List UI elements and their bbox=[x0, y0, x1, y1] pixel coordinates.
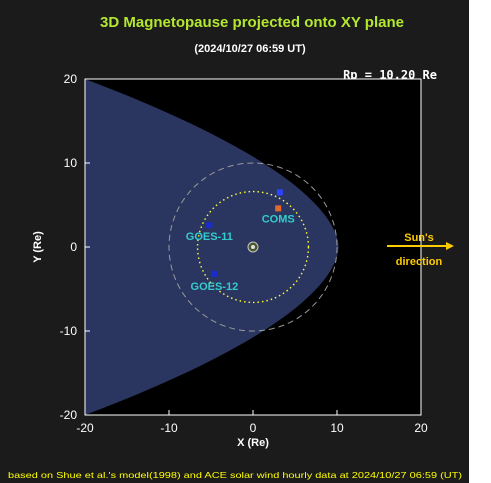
sun-direction-line2: direction bbox=[396, 256, 443, 268]
satellite-marker-goes-12 bbox=[211, 270, 218, 277]
satellites-group: COMS GOES-11 GOES-12 bbox=[186, 189, 295, 293]
satellite-marker-coms bbox=[275, 205, 282, 212]
sun-direction-line1: Sun's bbox=[404, 232, 434, 244]
x-tick-label: 10 bbox=[330, 421, 344, 435]
y-tick-label: -20 bbox=[60, 408, 78, 422]
satellite-label-coms: COMS bbox=[262, 213, 295, 225]
chart-title: 3D Magnetopause projected onto XY plane bbox=[100, 14, 404, 31]
x-tick-label: -10 bbox=[160, 421, 178, 435]
x-tick-label: -20 bbox=[76, 421, 94, 435]
chart-subtitle: (2024/10/27 06:59 UT) bbox=[194, 43, 306, 55]
y-tick-label: 20 bbox=[64, 72, 78, 86]
satellite-label-goes-12: GOES-12 bbox=[191, 281, 239, 293]
orbit-circle-geo bbox=[196, 190, 310, 304]
x-tick-label: 0 bbox=[250, 421, 257, 435]
chart-svg: 3D Magnetopause projected onto XY plane … bbox=[8, 14, 462, 480]
x-axis-ticks: -20 -10 0 10 20 bbox=[76, 410, 428, 435]
y-tick-label: -10 bbox=[60, 324, 78, 338]
y-tick-label: 10 bbox=[64, 156, 78, 170]
sun-direction-arrowhead bbox=[446, 242, 454, 250]
footer-note: based on Shue et al.'s model(1998) and A… bbox=[8, 470, 462, 480]
y-axis-ticks: 20 10 0 -10 -20 bbox=[60, 72, 90, 422]
earth-icon bbox=[247, 241, 259, 253]
satellite-marker-goes-11 bbox=[206, 222, 213, 229]
magnetopause-region bbox=[85, 79, 339, 415]
x-tick-label: 20 bbox=[414, 421, 428, 435]
satellite-label-goes-11: GOES-11 bbox=[186, 231, 233, 243]
chart-panel: 3D Magnetopause projected onto XY plane … bbox=[0, 0, 469, 483]
y-axis-label: Y (Re) bbox=[32, 231, 44, 263]
y-tick-label: 0 bbox=[70, 240, 77, 254]
x-axis-label: X (Re) bbox=[237, 437, 269, 449]
satellite-marker-marker bbox=[276, 189, 283, 196]
orbit-circle-outer bbox=[168, 162, 338, 332]
